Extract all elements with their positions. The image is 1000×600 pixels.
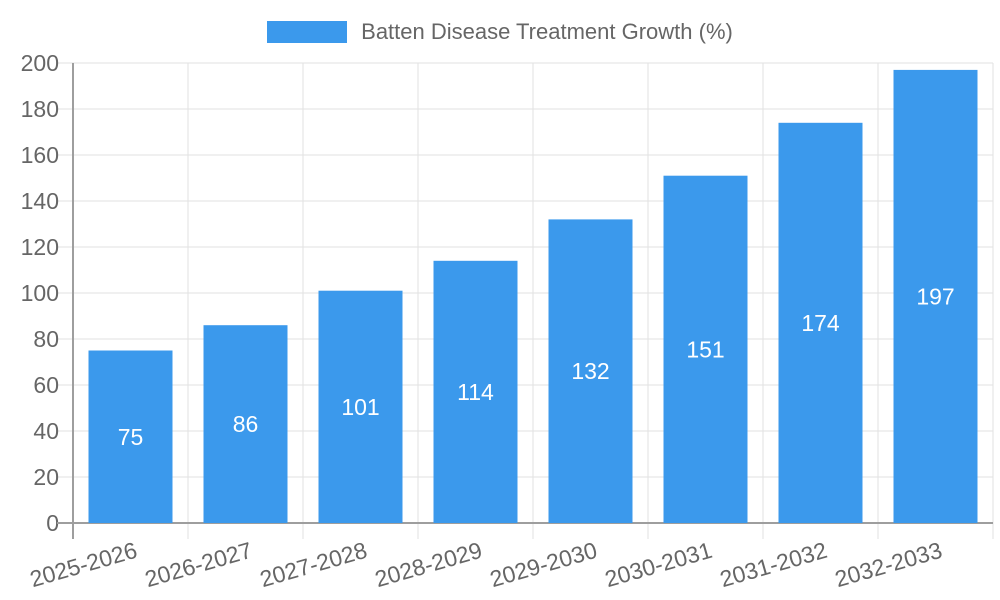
bar [203, 325, 288, 523]
y-tick-label: 200 [21, 50, 59, 76]
chart-legend[interactable]: Batten Disease Treatment Growth (%) [0, 19, 1000, 45]
y-tick-label: 60 [33, 372, 59, 398]
bar-value-label: 132 [571, 358, 609, 384]
y-tick-label: 100 [21, 280, 59, 306]
y-tick-label: 120 [21, 234, 59, 260]
x-tick-label: 2031-2032 [717, 537, 830, 592]
x-tick-label: 2025-2026 [27, 537, 140, 592]
bar [433, 260, 518, 523]
legend-swatch [267, 21, 348, 43]
bar-value-label: 86 [233, 411, 259, 437]
y-tick-label: 180 [21, 96, 59, 122]
bar-value-label: 197 [916, 283, 954, 309]
y-tick-label: 80 [33, 326, 59, 352]
bar [778, 122, 863, 524]
y-tick-label: 140 [21, 188, 59, 214]
x-tick-label: 2032-2033 [832, 537, 945, 592]
bar-value-label: 114 [457, 379, 494, 405]
bar-value-label: 151 [686, 336, 724, 362]
bar-value-label: 174 [801, 310, 840, 336]
bar [893, 69, 978, 524]
y-tick-label: 0 [46, 510, 59, 536]
y-tick-label: 40 [33, 418, 59, 444]
bar-value-label: 101 [341, 394, 379, 420]
bar [663, 175, 748, 523]
bar [548, 219, 633, 523]
legend-label: Batten Disease Treatment Growth (%) [361, 19, 733, 44]
x-tick-label: 2029-2030 [487, 537, 600, 592]
bar [88, 350, 173, 523]
x-tick-label: 2026-2027 [142, 537, 255, 592]
bar-value-label: 75 [118, 424, 144, 450]
x-tick-label: 2028-2029 [372, 537, 485, 592]
y-tick-label: 160 [21, 142, 59, 168]
y-tick-label: 20 [33, 464, 59, 490]
bar [318, 290, 403, 523]
x-tick-label: 2027-2028 [257, 537, 370, 592]
x-tick-label: 2030-2031 [602, 537, 715, 592]
